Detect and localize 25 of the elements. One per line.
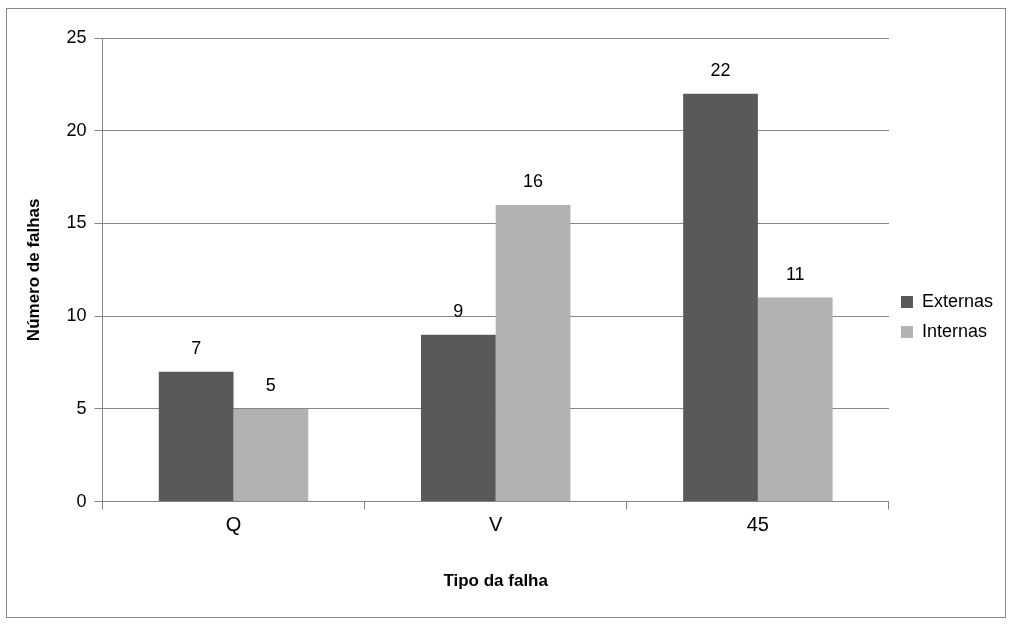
y-tick-label: 10	[66, 305, 87, 326]
y-tick-label: 15	[66, 212, 87, 233]
bar	[495, 204, 571, 502]
bar	[233, 408, 309, 502]
bar	[757, 297, 833, 502]
y-tick-label: 5	[76, 397, 87, 418]
y-axis-title: Número de falhas	[23, 198, 43, 342]
data-label: 5	[265, 374, 276, 395]
data-label: 7	[191, 337, 202, 358]
bar	[683, 93, 758, 502]
x-tick-label: 45	[746, 513, 769, 536]
y-tick-label: 0	[76, 490, 87, 511]
x-axis-title: Tipo da falha	[443, 571, 549, 591]
x-tick-label: V	[489, 513, 504, 536]
legend-label: Externas	[921, 290, 994, 311]
legend-label: Internas	[921, 320, 988, 341]
x-tick-label: Q	[225, 513, 242, 536]
data-label: 9	[453, 300, 464, 321]
data-label: 16	[523, 170, 544, 191]
y-tick-label: 25	[66, 26, 87, 47]
bar	[158, 371, 234, 502]
y-tick-label: 20	[66, 119, 87, 140]
data-label: 11	[785, 263, 805, 284]
data-label: 22	[710, 59, 731, 80]
bar	[420, 334, 496, 502]
